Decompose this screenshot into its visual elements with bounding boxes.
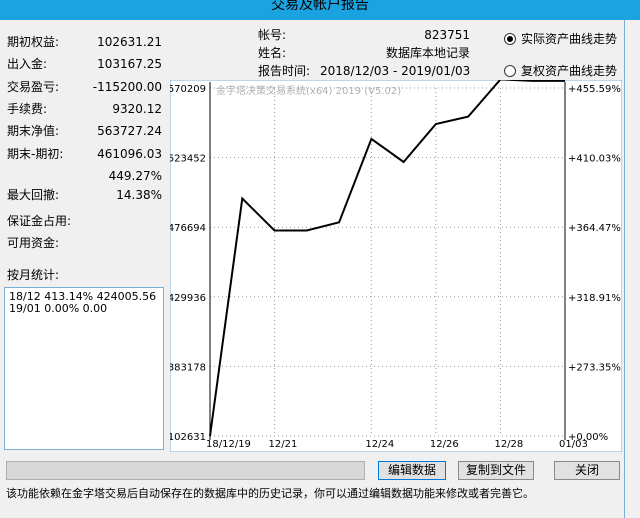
- radio-restored-label: 复权资产曲线走势: [521, 64, 618, 78]
- radio-actual-curve[interactable]: 实际资产曲线走势: [504, 30, 617, 47]
- x-tick-label: 12/28: [494, 439, 523, 450]
- y-axis-right: +455.59% +410.03% +364.47% +318.91% +273.35%…: [568, 84, 621, 443]
- y-tick-left: 429936: [170, 293, 206, 304]
- report-time-label: 报告时间:: [258, 64, 311, 78]
- x-tick-label: 12/26: [430, 439, 459, 450]
- y-tick-left: 570209: [170, 84, 206, 95]
- title-bar: 交易及帐户报告: [0, 0, 640, 20]
- y-tick-left: 476694: [170, 223, 206, 234]
- stat-label-net-change: 期末-期初:: [7, 147, 64, 161]
- account-value: 823751: [424, 28, 470, 42]
- name-label: 姓名:: [258, 46, 287, 60]
- x-tick-label: 12/24: [365, 439, 394, 450]
- copy-to-file-button[interactable]: 复制到文件: [458, 461, 534, 480]
- y-tick-left: 102631: [170, 432, 206, 443]
- equity-line: [209, 80, 565, 437]
- monthly-row: 19/01 0.00% 0.00: [9, 302, 108, 315]
- radio-actual-label: 实际资产曲线走势: [521, 32, 618, 46]
- account-label: 帐号:: [258, 28, 287, 42]
- monthly-stats-label: 按月统计:: [7, 268, 60, 282]
- y-tick-left: 523452: [170, 154, 206, 165]
- stat-label-margin: 保证金占用:: [7, 214, 72, 228]
- stat-label-ending-equity: 期末净值:: [7, 124, 60, 138]
- radio-unselected-icon: [504, 64, 516, 77]
- edit-data-button[interactable]: 编辑数据: [378, 461, 446, 480]
- equity-curve-chart: 570209 523452 476694 429936 383178 102631 +45…: [170, 80, 622, 452]
- y-tick-right: +273.35%: [568, 362, 621, 373]
- stat-label-fee: 手续费:: [7, 102, 48, 116]
- x-tick-label: 12/21: [269, 439, 298, 450]
- radio-selected-icon: [504, 32, 516, 45]
- stat-label-available: 可用资金:: [7, 236, 60, 250]
- report-window: 期初权益: 102631.21 出入金: 103167.25 交易盈亏: -11…: [0, 20, 625, 518]
- name-value: 数据库本地记录: [385, 46, 470, 60]
- status-bar: [6, 461, 365, 480]
- stat-value-max-drawdown: 14.38%: [116, 188, 162, 202]
- y-tick-right: +410.03%: [568, 154, 621, 165]
- stat-label-max-drawdown: 最大回撤:: [7, 188, 60, 202]
- chart-watermark: 金字塔决策交易系统(x64) 2019 (V5.02): [216, 84, 401, 97]
- footer-note: 该功能依赖在金字塔交易后自动保存在的数据库中的历史记录，你可以通过编辑数据功能来…: [6, 487, 534, 500]
- stat-value-deposit: 103167.25: [97, 57, 162, 71]
- y-tick-left: 383178: [170, 362, 206, 373]
- stat-label-deposit: 出入金:: [7, 57, 48, 71]
- x-axis: 18/12/19 12/21 12/24 12/26 12/28 01/03: [206, 439, 588, 450]
- stat-label-initial-equity: 期初权益:: [7, 35, 60, 49]
- y-tick-right: +364.47%: [568, 223, 621, 234]
- y-tick-right: +318.91%: [568, 293, 621, 304]
- stat-value-net-change: 461096.03: [97, 147, 162, 161]
- radio-restored-curve[interactable]: 复权资产曲线走势: [504, 62, 617, 79]
- y-axis-left: 570209 523452 476694 429936 383178 102631: [170, 84, 206, 443]
- x-tick-label: 18/12/19: [206, 439, 251, 450]
- y-tick-right: +0.00%: [568, 432, 608, 443]
- stat-label-trade-pnl: 交易盈亏:: [7, 80, 60, 94]
- close-button[interactable]: 关闭: [554, 461, 620, 480]
- x-tick-label: 01/03: [559, 439, 588, 450]
- report-time-value: 2018/12/03 - 2019/01/03: [320, 64, 471, 78]
- stat-value-net-change-pct: 449.27%: [108, 169, 162, 183]
- monthly-row: 18/12 413.14% 424005.56: [9, 290, 157, 303]
- stat-value-ending-equity: 563727.24: [97, 124, 162, 138]
- monthly-stats-list[interactable]: 18/12 413.14% 424005.56 19/01 0.00% 0.00: [4, 287, 164, 450]
- stat-value-initial-equity: 102631.21: [97, 35, 162, 49]
- chart-grid: [209, 82, 566, 440]
- stat-value-trade-pnl: -115200.00: [92, 80, 162, 94]
- stat-value-fee: 9320.12: [112, 102, 162, 116]
- window-title: 交易及帐户报告: [271, 0, 369, 13]
- equity-polyline: [209, 80, 565, 437]
- y-tick-right: +455.59%: [568, 84, 621, 95]
